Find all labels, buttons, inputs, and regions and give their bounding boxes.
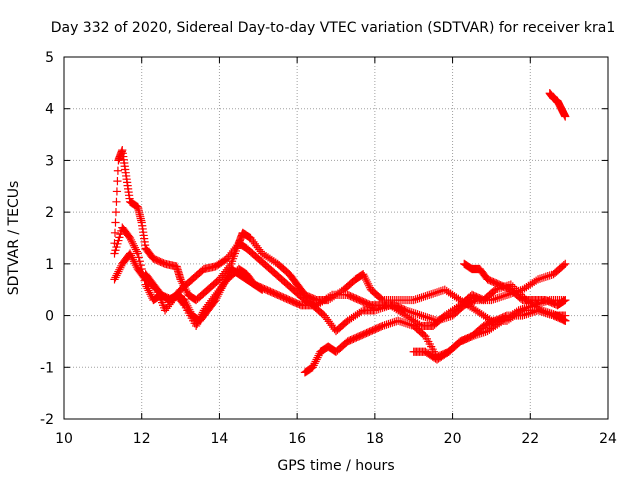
x-tick-label: 10 — [55, 431, 73, 447]
grid — [64, 57, 608, 419]
series-track-f — [460, 259, 570, 310]
y-tick-label: -1 — [40, 360, 54, 376]
plot-frame — [63, 56, 609, 420]
data-point — [377, 322, 386, 331]
data-point — [134, 253, 143, 262]
data-point — [110, 228, 120, 237]
data-markers — [110, 89, 570, 377]
data-point — [113, 239, 122, 248]
y-tick-label: 3 — [45, 153, 54, 169]
data-point — [115, 233, 124, 242]
chart-title: Day 332 of 2020, Sidereal Day-to-day VTE… — [51, 20, 616, 36]
y-tick-label: -2 — [40, 412, 54, 428]
data-point — [111, 218, 120, 227]
y-tick-label: 2 — [45, 205, 54, 221]
data-point — [113, 166, 123, 175]
data-point — [112, 242, 121, 252]
x-tick-label: 14 — [211, 431, 229, 447]
y-tick-label: 1 — [45, 257, 54, 273]
data-point — [112, 187, 122, 196]
y-axis-label: SDTVAR / TECUs — [6, 181, 22, 296]
y-tick-label: 4 — [45, 102, 54, 118]
data-point — [466, 332, 475, 342]
y-tick-label: 0 — [45, 309, 54, 325]
data-point — [113, 177, 122, 186]
y-tick-label: 5 — [45, 50, 54, 66]
series-track-a — [110, 145, 570, 325]
x-tick-label: 22 — [521, 431, 539, 447]
data-point — [257, 284, 266, 294]
data-point — [560, 296, 569, 305]
data-point — [559, 261, 568, 270]
axis-ticks — [63, 56, 609, 420]
x-tick-label: 20 — [444, 431, 462, 447]
series-track-g — [545, 89, 570, 121]
x-axis-label: GPS time / hours — [277, 458, 394, 474]
data-point — [116, 230, 125, 239]
data-point — [111, 208, 121, 217]
data-point — [110, 249, 119, 258]
data-point — [258, 285, 267, 294]
series-track-h — [141, 264, 267, 325]
data-point — [111, 246, 120, 255]
x-tick-label: 16 — [288, 431, 306, 447]
data-point — [114, 236, 123, 245]
data-point — [112, 197, 121, 206]
data-point — [133, 249, 142, 258]
data-point — [561, 259, 570, 268]
x-tick-label: 18 — [366, 431, 384, 447]
data-point — [377, 294, 386, 303]
data-point — [561, 295, 570, 305]
x-tick-label: 12 — [133, 431, 151, 447]
data-point — [561, 311, 570, 320]
x-tick-label: 24 — [599, 431, 617, 447]
data-point — [561, 112, 570, 121]
